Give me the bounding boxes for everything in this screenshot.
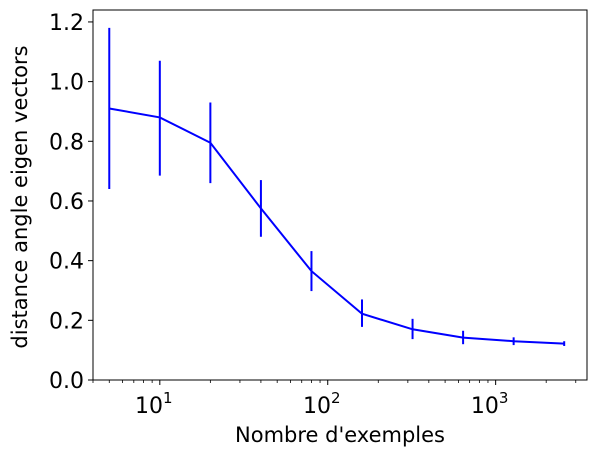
x-axis-label: Nombre d'exemples [235, 423, 445, 447]
plot-area [108, 27, 566, 346]
x-tick-exponent: 2 [331, 389, 341, 407]
x-tick-base: 10 [471, 394, 499, 419]
x-tick-base: 10 [303, 394, 331, 419]
axes-frame [92, 9, 588, 381]
y-tick-label: 1.2 [49, 11, 84, 36]
x-tick-exponent: 3 [499, 389, 509, 407]
y-tick-label: 0.4 [49, 250, 84, 275]
x-tick-exponent: 1 [163, 389, 173, 407]
y-tick-label: 1.0 [49, 71, 84, 96]
x-tick-label: 101 [135, 389, 173, 419]
x-tick-base: 10 [135, 394, 163, 419]
y-tick-label: 0.2 [49, 309, 84, 334]
x-tick-label: 102 [303, 389, 341, 419]
y-tick-label: 0.6 [49, 190, 84, 215]
x-tick-label: 103 [471, 389, 509, 419]
y-tick-label: 0.8 [49, 130, 84, 155]
y-tick-label: 0.0 [49, 369, 84, 394]
series-line [109, 107, 565, 345]
y-axis-label: distance angle eigen vectors [8, 45, 32, 348]
